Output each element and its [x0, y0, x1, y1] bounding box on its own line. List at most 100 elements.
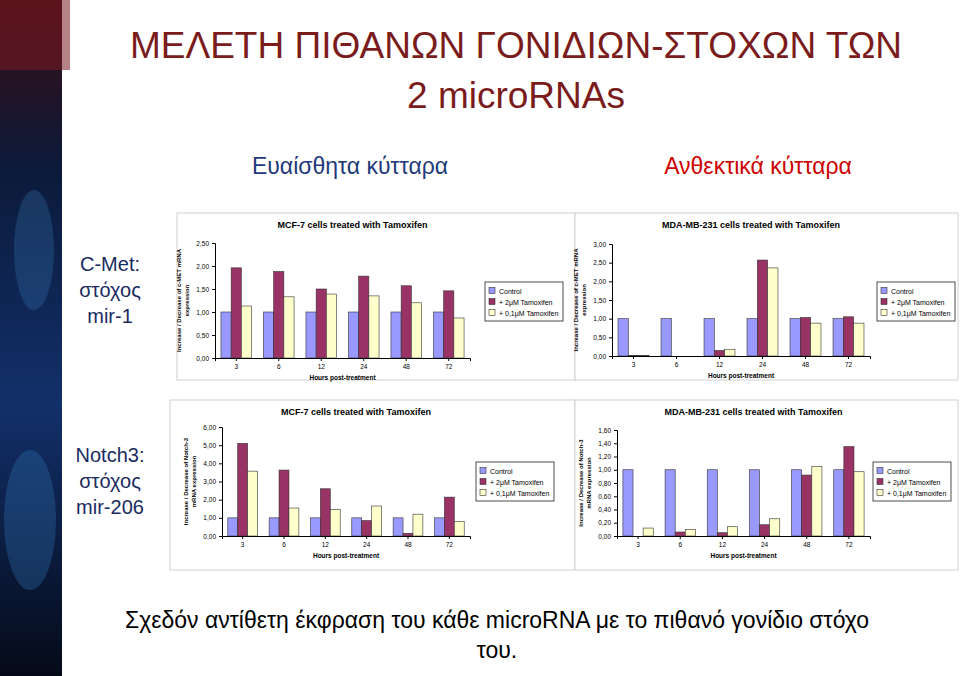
tick-mark: [614, 510, 617, 511]
tick-label: 2,50: [196, 240, 209, 247]
tick-mark: [219, 445, 222, 446]
legend: Control+ 2μM Tamoxifen+ 0,1μM Tamoxifen: [877, 282, 955, 321]
legend-swatch: [489, 310, 495, 316]
tick-label: 3: [636, 541, 640, 548]
axis-line: [223, 537, 471, 540]
y-tick: 1,50: [196, 286, 215, 293]
bar: [618, 319, 628, 356]
tick-label: 6: [678, 541, 682, 548]
tick-mark: [363, 358, 364, 361]
bar: [411, 303, 421, 358]
y-tick: 1,00: [593, 315, 612, 322]
bar: [628, 355, 638, 356]
tick-label: 12: [719, 541, 727, 548]
y-tick: 0,00: [593, 353, 612, 360]
legend-label: + 0,1μM Tamoxifen: [887, 490, 946, 498]
bar: [682, 356, 692, 357]
tick-label: 0,20: [598, 519, 611, 526]
x-axis: 3612244872: [613, 356, 871, 368]
bar: [833, 319, 843, 356]
bar: [362, 521, 372, 536]
bar: [348, 312, 358, 358]
bar: [454, 318, 464, 358]
chart: 0,000,200,400,600,801,001,201,401,603612…: [575, 400, 958, 570]
bar: [800, 318, 810, 356]
row-label: στόχος: [79, 279, 141, 301]
tick-mark: [212, 243, 215, 244]
axis-line: [609, 245, 613, 357]
bar: [274, 272, 284, 358]
tick-label: 0,50: [593, 334, 606, 341]
bar: [279, 470, 289, 536]
bar: [792, 470, 802, 536]
bars: [623, 447, 864, 536]
legend-swatch: [489, 288, 495, 294]
legend-swatch: [489, 299, 495, 305]
y-tick: 0,20: [598, 519, 617, 526]
axis-line: [613, 357, 871, 360]
bar: [359, 276, 369, 358]
chart-title: MDA-MB-231 cells treated with Tamoxifen: [665, 407, 843, 417]
x-axis-title: Hours post-treatment: [309, 374, 376, 382]
y-tick: 1,60: [598, 427, 617, 434]
bar: [238, 443, 248, 536]
legend-box: [476, 462, 554, 501]
row-label: στόχος: [79, 470, 141, 492]
footer: Σχεδόν αντίθετη έκφραση του κάθε microRN…: [125, 607, 869, 633]
bar: [391, 312, 401, 358]
y-tick: 0,00: [598, 533, 617, 540]
legend-label: + 2μM Tamoxifen: [887, 479, 941, 487]
tick-mark: [848, 356, 849, 359]
tick-mark: [219, 536, 222, 537]
bar: [330, 510, 340, 536]
tick-mark: [219, 500, 222, 501]
y-axis-title: expression: [581, 284, 587, 316]
title: 2 microRNAs: [407, 75, 625, 116]
tick-label: 0,40: [598, 506, 611, 513]
x-tick: 12: [719, 536, 727, 548]
chart-title: MCF-7 cells treated with Tamoxifen: [278, 220, 428, 230]
y-tick: 0,80: [598, 480, 617, 487]
tick-mark: [278, 358, 279, 361]
x-axis: 3612244872: [618, 536, 871, 548]
chart-frame: [575, 213, 958, 380]
bar: [812, 466, 822, 536]
tick-label: 24: [759, 361, 767, 368]
x-tick: 3: [234, 358, 238, 370]
legend-swatch: [881, 288, 887, 294]
tick-label: 1,60: [598, 427, 611, 434]
y-axis-title: Increase / Decrease of Notch-3: [578, 439, 584, 527]
bar: [369, 296, 379, 358]
tick-label: 12: [322, 541, 330, 548]
bar: [320, 489, 330, 536]
bar: [372, 506, 382, 536]
bar: [639, 355, 649, 356]
tick-mark: [609, 319, 612, 320]
legend: Control+ 2μM Tamoxifen+ 0,1μM Tamoxifen: [476, 462, 554, 501]
tick-mark: [236, 358, 237, 361]
legend-swatch: [877, 490, 883, 496]
y-tick: 2,00: [593, 278, 612, 285]
bar: [727, 527, 737, 536]
x-tick: 24: [761, 536, 769, 548]
tick-mark: [614, 430, 617, 431]
tick-label: 3,00: [203, 478, 216, 485]
tick-label: 3,00: [593, 241, 606, 248]
bar: [643, 528, 653, 536]
bar: [433, 312, 443, 358]
x-tick: 3: [241, 536, 245, 548]
tick-label: 72: [446, 541, 454, 548]
y-tick: 0,60: [598, 493, 617, 500]
tick-mark: [242, 536, 243, 539]
legend-label: + 0,1μM Tamoxifen: [490, 490, 549, 498]
tick-mark: [609, 337, 612, 338]
legend-box: [877, 282, 955, 321]
bar: [685, 529, 695, 536]
tick-label: 1,00: [593, 315, 606, 322]
y-axis-title: Increase / Decrease of c-MET mRNA: [573, 248, 579, 352]
tick-label: 6: [675, 361, 679, 368]
decoration: [0, 0, 70, 676]
bar: [454, 521, 464, 536]
tick-label: 0,60: [598, 493, 611, 500]
tick-mark: [366, 536, 367, 539]
